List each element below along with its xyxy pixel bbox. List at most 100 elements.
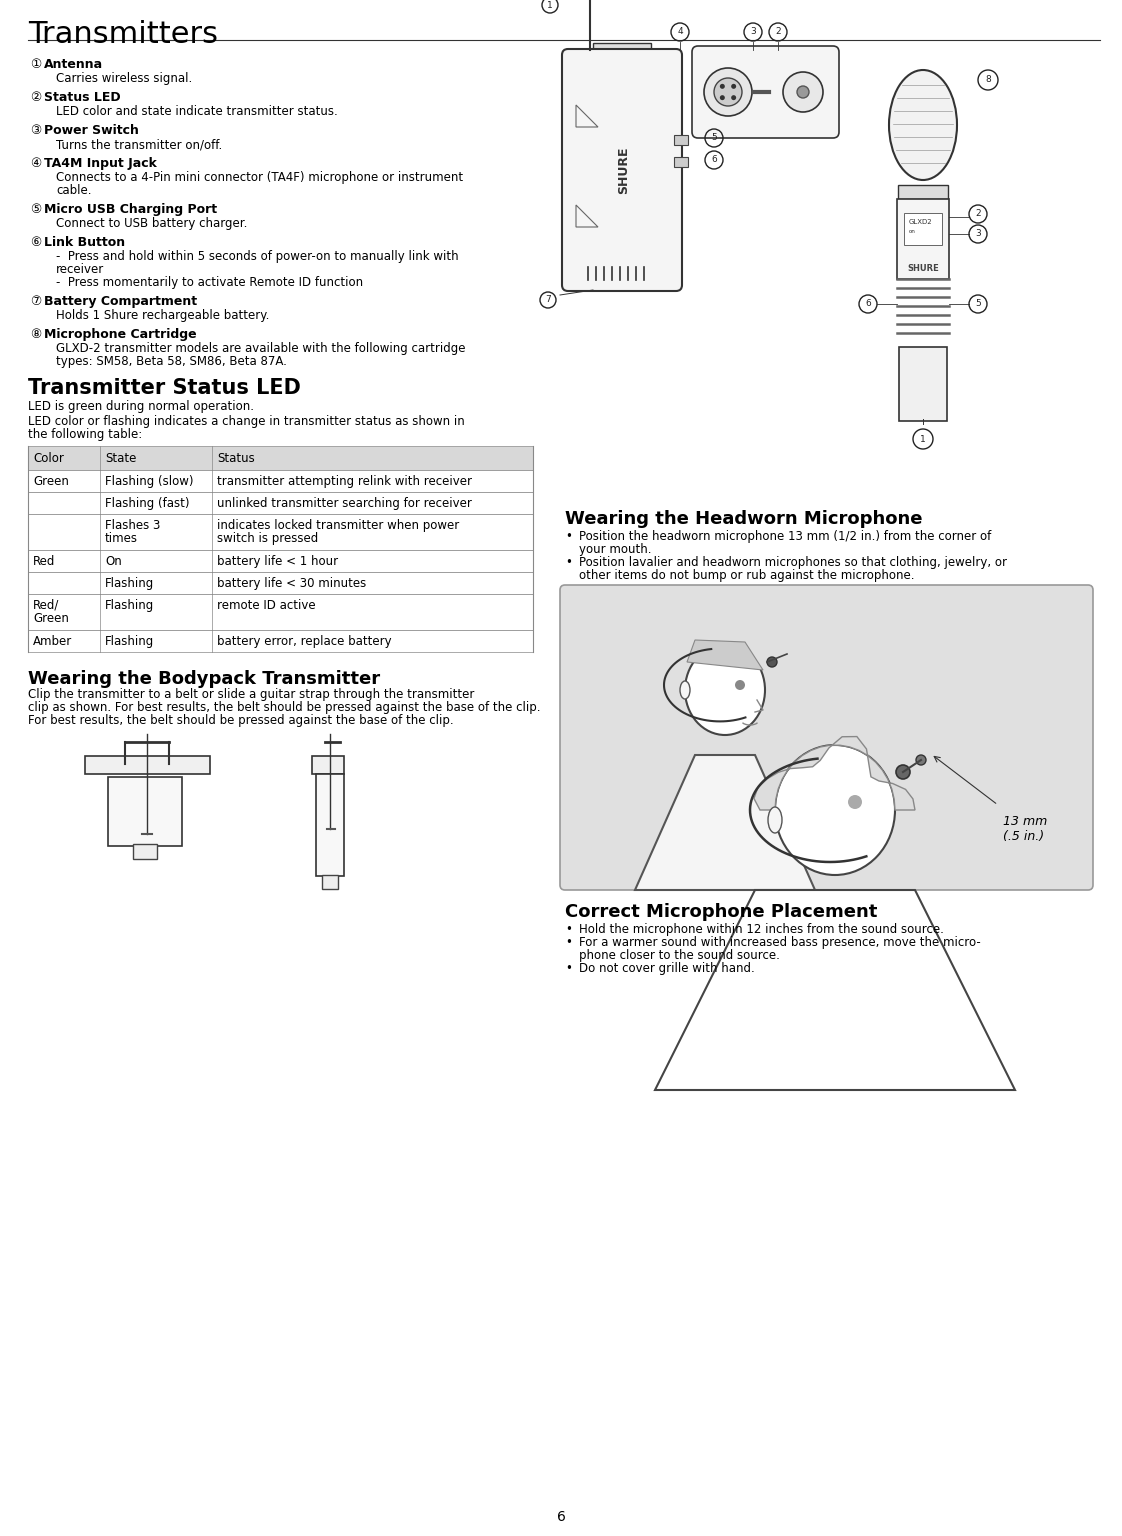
Text: Red/: Red/: [33, 599, 59, 611]
Text: Position lavalier and headworn microphones so that clothing, jewelry, or: Position lavalier and headworn microphon…: [579, 556, 1008, 568]
Ellipse shape: [686, 645, 765, 736]
Text: •: •: [565, 923, 572, 935]
FancyBboxPatch shape: [28, 550, 533, 571]
Text: 6: 6: [711, 155, 717, 164]
Polygon shape: [655, 889, 1015, 1091]
Text: Flashing (slow): Flashing (slow): [105, 475, 193, 488]
Text: types: SM58, Beta 58, SM86, Beta 87A.: types: SM58, Beta 58, SM86, Beta 87A.: [56, 355, 287, 369]
Text: ⑤: ⑤: [30, 203, 42, 217]
Text: Status: Status: [217, 452, 255, 465]
Circle shape: [720, 84, 725, 89]
Text: 4: 4: [678, 28, 683, 37]
Text: Status LED: Status LED: [44, 91, 121, 104]
Polygon shape: [754, 737, 916, 809]
Circle shape: [916, 756, 926, 765]
FancyBboxPatch shape: [560, 585, 1093, 889]
Text: Battery Compartment: Battery Compartment: [44, 295, 197, 309]
Ellipse shape: [775, 745, 895, 876]
Text: For a warmer sound with increased bass presence, move the micro-: For a warmer sound with increased bass p…: [579, 935, 981, 949]
Text: Flashing: Flashing: [105, 578, 154, 590]
Text: 3: 3: [751, 28, 756, 37]
FancyBboxPatch shape: [316, 774, 344, 876]
Text: •: •: [565, 530, 572, 544]
FancyBboxPatch shape: [904, 214, 942, 246]
FancyBboxPatch shape: [674, 157, 688, 167]
Text: Correct Microphone Placement: Correct Microphone Placement: [565, 903, 877, 922]
Text: unlinked transmitter searching for receiver: unlinked transmitter searching for recei…: [217, 498, 472, 510]
FancyBboxPatch shape: [28, 515, 533, 550]
Text: 13 mm
(.5 in.): 13 mm (.5 in.): [1003, 816, 1047, 843]
Text: TA4M Input Jack: TA4M Input Jack: [44, 157, 157, 170]
Text: Color: Color: [33, 452, 64, 465]
Text: ⑥: ⑥: [30, 237, 42, 249]
Text: For best results, the belt should be pressed against the base of the clip.: For best results, the belt should be pre…: [28, 714, 453, 727]
Text: other items do not bump or rub against the microphone.: other items do not bump or rub against t…: [579, 568, 914, 582]
Text: •: •: [565, 556, 572, 568]
Text: Transmitters: Transmitters: [28, 20, 218, 49]
Circle shape: [714, 78, 742, 106]
Text: Link Button: Link Button: [44, 237, 126, 249]
Text: On: On: [105, 554, 122, 568]
FancyBboxPatch shape: [28, 470, 533, 492]
Text: phone closer to the sound source.: phone closer to the sound source.: [579, 949, 780, 962]
FancyBboxPatch shape: [28, 594, 533, 630]
Text: transmitter attempting relink with receiver: transmitter attempting relink with recei…: [217, 475, 472, 488]
Text: cable.: cable.: [56, 184, 92, 197]
Text: 6: 6: [865, 300, 871, 309]
Text: Flashes 3: Flashes 3: [105, 519, 160, 531]
Text: indicates locked transmitter when power: indicates locked transmitter when power: [217, 519, 459, 531]
Circle shape: [896, 765, 910, 779]
Text: 7: 7: [545, 295, 551, 304]
Text: Antenna: Antenna: [44, 58, 103, 71]
Text: LED color and state indicate transmitter status.: LED color and state indicate transmitter…: [56, 104, 338, 118]
FancyBboxPatch shape: [134, 843, 157, 859]
Text: GLXD-2 transmitter models are available with the following cartridge: GLXD-2 transmitter models are available …: [56, 343, 466, 355]
Polygon shape: [635, 756, 815, 889]
Ellipse shape: [680, 680, 690, 699]
Circle shape: [735, 680, 745, 690]
Text: 5: 5: [975, 300, 981, 309]
Circle shape: [720, 95, 725, 100]
FancyBboxPatch shape: [85, 756, 210, 774]
Text: Connect to USB battery charger.: Connect to USB battery charger.: [56, 217, 247, 230]
FancyBboxPatch shape: [896, 200, 949, 280]
FancyBboxPatch shape: [28, 492, 533, 515]
Text: ③: ③: [30, 124, 42, 137]
Text: LED color or flashing indicates a change in transmitter status as shown in: LED color or flashing indicates a change…: [28, 415, 465, 429]
Text: Green: Green: [33, 475, 68, 488]
Text: ④: ④: [30, 157, 42, 170]
FancyBboxPatch shape: [565, 591, 1087, 885]
Text: Holds 1 Shure rechargeable battery.: Holds 1 Shure rechargeable battery.: [56, 309, 269, 323]
Ellipse shape: [889, 71, 957, 180]
Text: Connects to a 4-Pin mini connector (TA4F) microphone or instrument: Connects to a 4-Pin mini connector (TA4F…: [56, 170, 463, 184]
Text: Red: Red: [33, 554, 55, 568]
Text: •: •: [565, 962, 572, 975]
Text: GLXD2: GLXD2: [909, 220, 932, 224]
FancyBboxPatch shape: [899, 347, 947, 421]
Text: 5: 5: [711, 134, 717, 143]
FancyBboxPatch shape: [692, 46, 839, 138]
Text: battery error, replace battery: battery error, replace battery: [217, 634, 392, 648]
FancyBboxPatch shape: [28, 571, 533, 594]
Text: -  Press and hold within 5 seconds of power-on to manually link with: - Press and hold within 5 seconds of pow…: [56, 250, 459, 263]
Text: Flashing: Flashing: [105, 599, 154, 611]
FancyBboxPatch shape: [312, 756, 344, 774]
FancyBboxPatch shape: [898, 184, 948, 200]
Text: Wearing the Headworn Microphone: Wearing the Headworn Microphone: [565, 510, 922, 528]
Text: ②: ②: [30, 91, 42, 104]
Text: times: times: [105, 531, 138, 545]
Text: 8: 8: [985, 75, 991, 84]
Circle shape: [783, 72, 824, 112]
FancyBboxPatch shape: [594, 43, 651, 55]
Text: Position the headworn microphone 13 mm (1/2 in.) from the corner of: Position the headworn microphone 13 mm (…: [579, 530, 991, 544]
Text: •: •: [565, 935, 572, 949]
Text: Microphone Cartridge: Microphone Cartridge: [44, 329, 196, 341]
Text: 1: 1: [920, 435, 926, 444]
Text: 1: 1: [548, 0, 553, 9]
Text: Do not cover grille with hand.: Do not cover grille with hand.: [579, 962, 755, 975]
Text: 2: 2: [775, 28, 781, 37]
FancyBboxPatch shape: [28, 630, 533, 651]
Text: LED is green during normal operation.: LED is green during normal operation.: [28, 399, 254, 413]
Text: on: on: [909, 229, 916, 233]
Text: Power Switch: Power Switch: [44, 124, 139, 137]
